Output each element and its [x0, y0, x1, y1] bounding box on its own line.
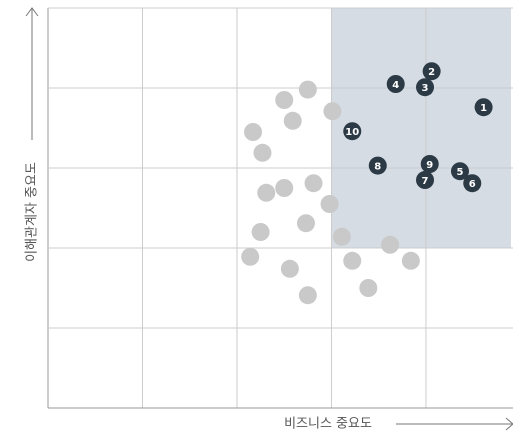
point: [368, 156, 387, 175]
point: [332, 227, 351, 246]
point-label: 5: [456, 167, 463, 178]
point: [420, 155, 439, 173]
point: [298, 286, 317, 305]
point: [422, 62, 441, 81]
point: [463, 174, 482, 193]
point-label: 10: [345, 127, 359, 138]
x-arrow-head: [505, 417, 513, 431]
point: [474, 98, 493, 117]
point: [416, 78, 435, 97]
point: [275, 91, 294, 109]
point: [401, 251, 420, 270]
point: [253, 143, 272, 162]
point-label: 3: [422, 83, 429, 94]
point: [298, 80, 317, 99]
y-arrow-head: [25, 7, 39, 17]
x-axis-label: 비즈니스 중요도: [284, 417, 372, 432]
point: [241, 247, 260, 266]
point: [381, 235, 400, 254]
point: [343, 251, 362, 270]
point: [416, 171, 435, 189]
point: [450, 162, 469, 181]
point: [323, 102, 342, 121]
point: [359, 279, 378, 297]
point: [275, 179, 294, 197]
point-label: 1: [480, 103, 487, 114]
point: [296, 214, 315, 233]
plot-area: 1 2 3 4 56 7 8 9 10: [47, 7, 513, 409]
point: [304, 174, 323, 193]
point: [244, 123, 263, 141]
point-label: 2: [428, 67, 435, 78]
point: [320, 195, 339, 213]
y-axis-label: 이해관계자 중요도: [25, 162, 40, 262]
point-label: 4: [392, 80, 399, 91]
point: [386, 75, 405, 93]
point-label: 7: [422, 176, 429, 187]
point-label: 9: [426, 160, 433, 171]
highlight-region: [331, 8, 511, 248]
point: [251, 223, 270, 241]
point: [257, 183, 276, 202]
point: [343, 122, 362, 141]
point: [283, 111, 302, 130]
point-label: 6: [469, 179, 476, 190]
point: [280, 259, 299, 278]
point-label: 8: [374, 162, 381, 173]
